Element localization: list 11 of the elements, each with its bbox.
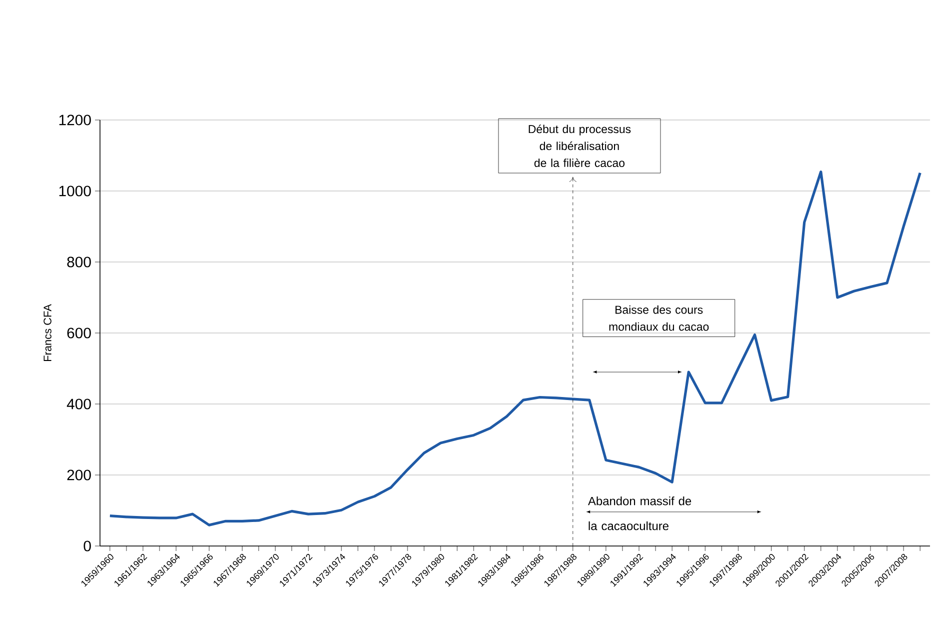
y-tick-label: 0: [84, 540, 91, 552]
text: Abandon massif de la cacaoculture: [588, 496, 692, 530]
y-tick-label: 400: [66, 398, 91, 410]
y-tick-label: 200: [67, 470, 91, 480]
y-tick-label: 1000: [59, 186, 91, 196]
ref-line-label: Début du processus de libéralisation de la filière cacao: [528, 124, 631, 168]
y-tick-label: 600: [67, 328, 91, 338]
y-axis-title: Francs CFA: [44, 304, 52, 362]
annotation: Baisse des cours mondiaux du cacao: [609, 305, 709, 331]
y-tick-label: 1200: [59, 114, 91, 126]
y-tick-label: 800: [67, 256, 91, 268]
